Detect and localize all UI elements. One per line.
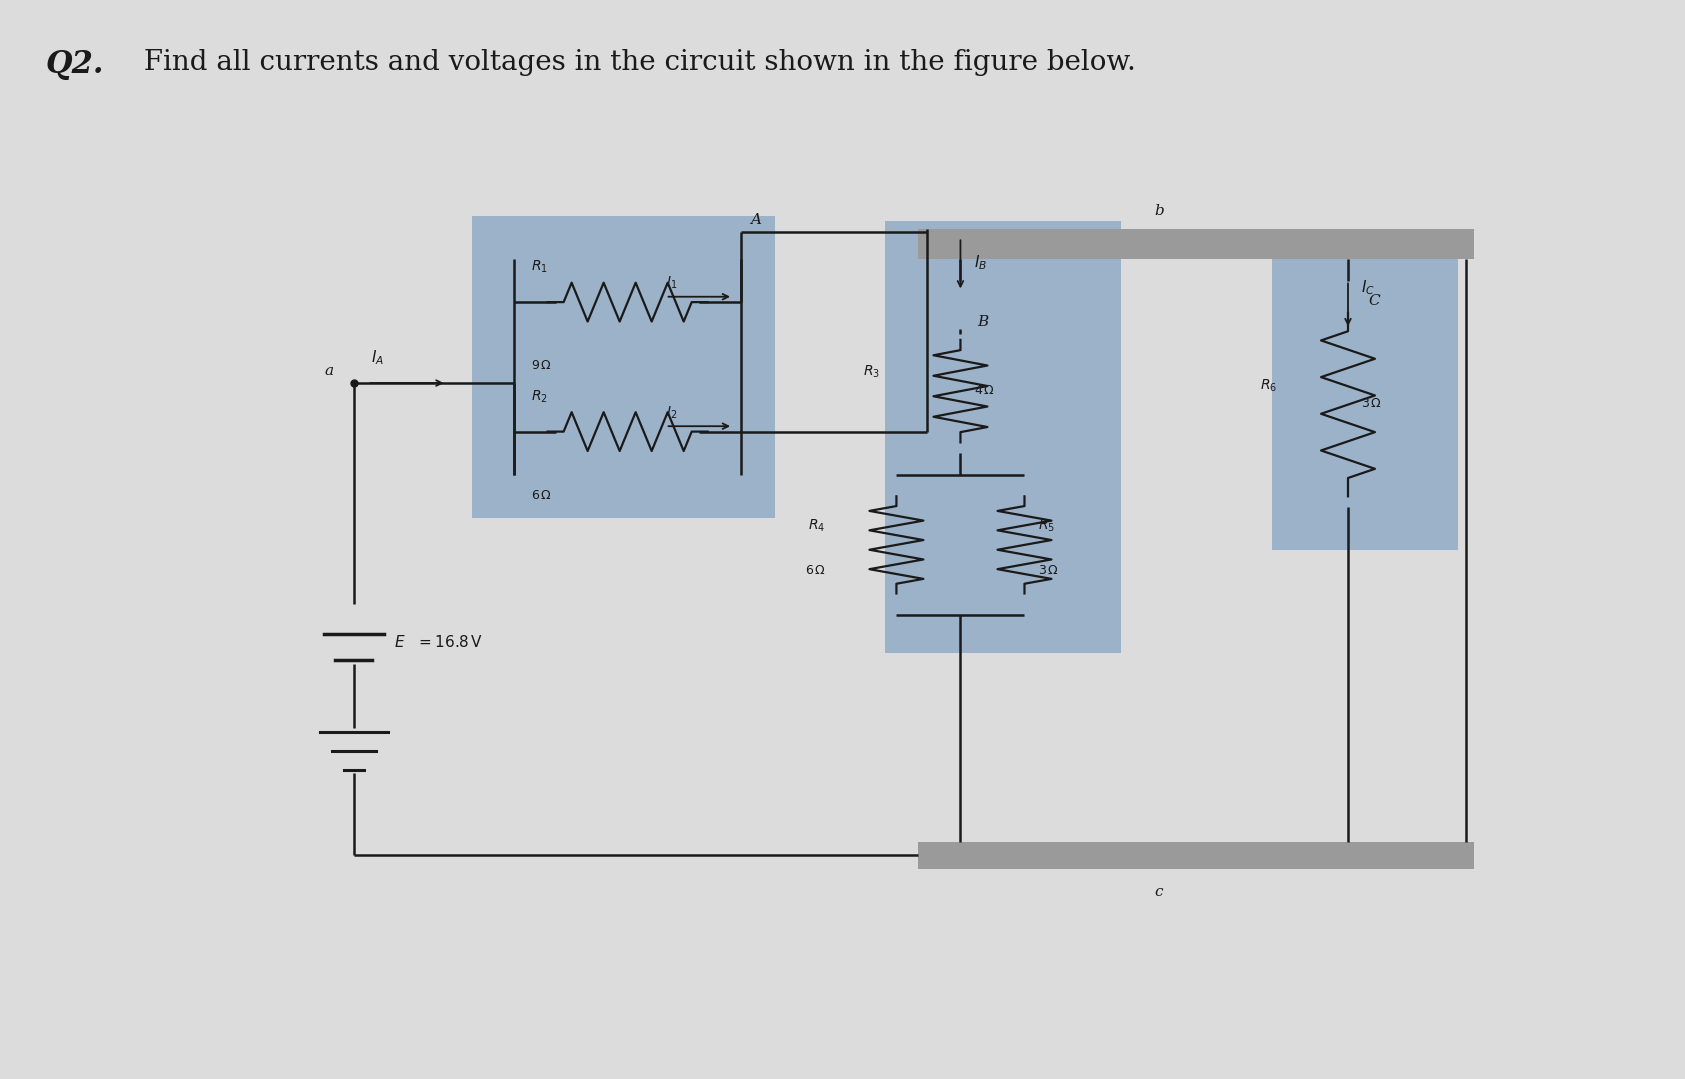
Text: C: C [1368,293,1380,308]
Text: $I_2$: $I_2$ [666,405,677,421]
Text: Find all currents and voltages in the circuit shown in the figure below.: Find all currents and voltages in the ci… [135,49,1136,76]
Text: B: B [977,315,989,329]
Bar [885,221,1121,653]
Text: b: b [1154,204,1164,218]
Bar [918,842,1474,869]
Text: $R_3$: $R_3$ [863,364,880,381]
Text: $I_1$: $I_1$ [666,275,677,291]
Text: $= 16.8\,\mathrm{V}$: $= 16.8\,\mathrm{V}$ [416,633,484,650]
Text: a: a [325,364,334,378]
Text: $E$: $E$ [394,633,406,650]
Text: $I_C$: $I_C$ [1361,278,1375,297]
Text: $6\,\Omega$: $6\,\Omega$ [804,564,826,577]
Text: Q2.: Q2. [45,49,104,80]
Bar [918,229,1474,259]
Text: $R_5$: $R_5$ [1038,518,1055,534]
Text: $R_2$: $R_2$ [531,388,548,405]
Bar [1272,259,1458,550]
Text: A: A [750,213,762,227]
Text: $R_6$: $R_6$ [1260,378,1277,394]
Text: $R_1$: $R_1$ [531,259,548,275]
Text: $3\,\Omega$: $3\,\Omega$ [1361,397,1383,410]
Text: $3\,\Omega$: $3\,\Omega$ [1038,564,1060,577]
Text: $I_A$: $I_A$ [371,349,384,367]
Text: $I_B$: $I_B$ [974,254,987,272]
Text: $4\,\Omega$: $4\,\Omega$ [974,383,996,397]
Text: $9\,\Omega$: $9\,\Omega$ [531,359,553,372]
Bar [472,216,775,518]
Text: $R_4$: $R_4$ [809,518,826,534]
Text: $6\,\Omega$: $6\,\Omega$ [531,489,553,502]
Text: c: c [1154,885,1163,899]
